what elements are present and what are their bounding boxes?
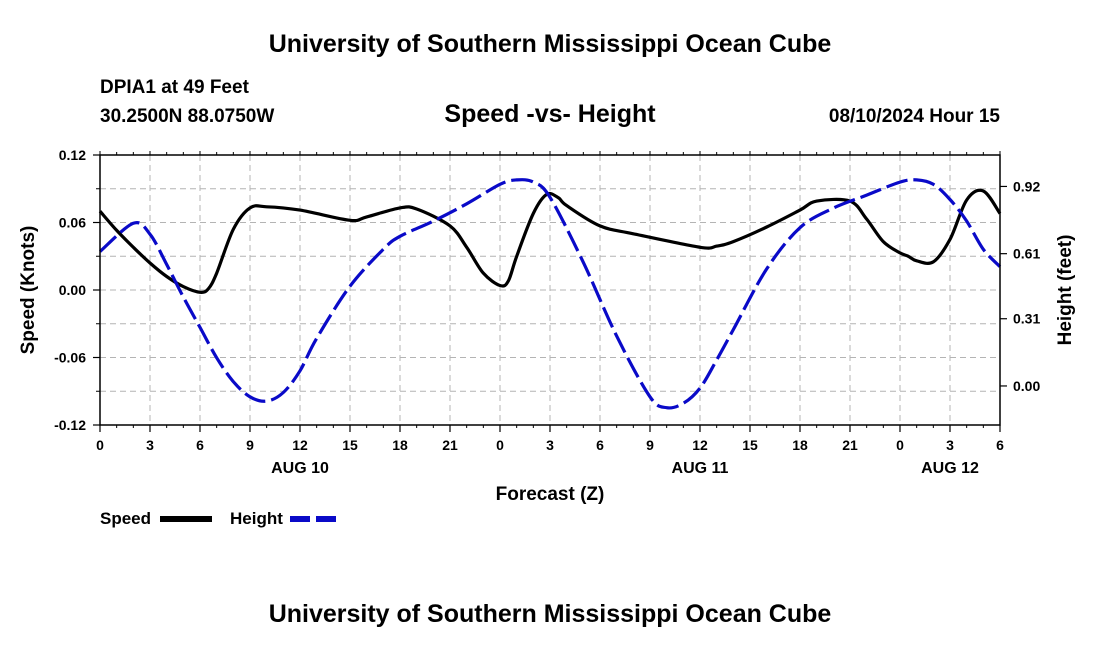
date-label: AUG 12 <box>921 460 979 477</box>
x-tick-label: 9 <box>646 437 654 453</box>
y2-tick-label: 0.92 <box>1013 178 1040 194</box>
forecast-datetime: 08/10/2024 Hour 15 <box>828 106 1000 127</box>
y2-tick-label: 0.00 <box>1013 378 1040 394</box>
x-tick-label: 3 <box>546 437 554 453</box>
date-label: AUG 10 <box>271 460 329 477</box>
x-tick-label: 3 <box>146 437 154 453</box>
station-name: DPIA1 at 49 Feet <box>100 77 249 98</box>
x-tick-label: 0 <box>896 437 904 453</box>
height-line <box>98 178 1002 410</box>
x-tick-label: 9 <box>246 437 254 453</box>
x-tick-label: 21 <box>442 437 458 453</box>
x-tick-label: 0 <box>496 437 504 453</box>
y-tick-label: -0.06 <box>54 350 86 366</box>
axis-ticks <box>93 151 1007 432</box>
y-tick-label: 0.00 <box>59 282 86 298</box>
legend-height-swatch <box>290 516 342 522</box>
x-tick-label: 6 <box>996 437 1004 453</box>
speed-line <box>98 188 1002 294</box>
main-title: University of Southern Mississippi Ocean… <box>268 30 832 58</box>
x-tick-label: 18 <box>792 437 808 453</box>
y2-tick-label: 0.61 <box>1013 246 1040 262</box>
station-coordinates: 30.2500N 88.0750W <box>100 106 275 127</box>
legend-speed-label: Speed <box>100 509 152 528</box>
x-tick-label: 18 <box>392 437 408 453</box>
y2-tick-label: 0.31 <box>1013 311 1040 327</box>
legend-height-label: Height <box>230 509 283 528</box>
y2-axis-title: Height (feet) <box>1055 235 1076 346</box>
x-axis-title: Forecast (Z) <box>496 484 605 505</box>
axis-labels: 0 3 6 9 12 15 18 21 0 3 6 9 12 15 18 21 0 3 6 AUG 10 AUG 11 A… <box>54 147 1040 477</box>
y-tick-label: -0.12 <box>54 417 86 433</box>
footer-title: University of Southern Mississippi Ocean… <box>268 600 832 628</box>
series-layer <box>98 178 1002 410</box>
x-tick-label: 21 <box>842 437 858 453</box>
y-axis-title: Speed (Knots) <box>18 226 39 355</box>
x-tick-label: 0 <box>96 437 104 453</box>
grid <box>100 155 1000 425</box>
chart-title: Speed -vs- Height <box>444 100 656 128</box>
date-label: AUG 11 <box>672 460 729 477</box>
x-tick-label: 12 <box>692 437 708 453</box>
legend-speed-swatch <box>160 516 212 522</box>
x-tick-label: 6 <box>596 437 604 453</box>
x-tick-label: 15 <box>742 437 758 453</box>
x-tick-label: 12 <box>292 437 308 453</box>
y-tick-label: 0.12 <box>59 147 86 163</box>
x-tick-label: 3 <box>946 437 954 453</box>
x-tick-label: 6 <box>196 437 204 453</box>
y-tick-label: 0.06 <box>59 215 86 231</box>
x-tick-label: 15 <box>342 437 358 453</box>
